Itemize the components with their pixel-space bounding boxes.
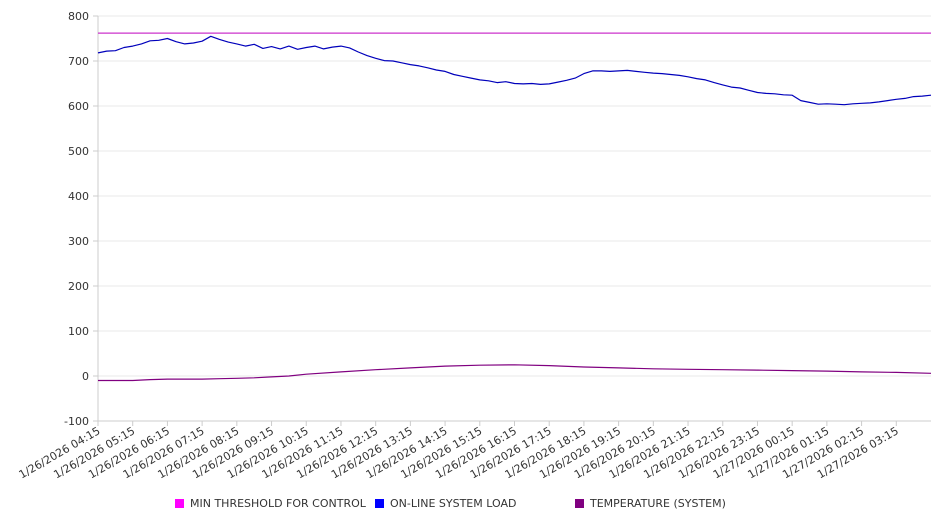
legend-item-temperature: TEMPERATURE (SYSTEM) (575, 497, 726, 510)
legend-label-min-threshold: MIN THRESHOLD FOR CONTROL (190, 497, 366, 510)
y-tick-label: 800 (68, 10, 89, 23)
y-tick-label: 100 (68, 325, 89, 338)
y-tick-label: -100 (64, 415, 89, 428)
y-tick-label: 600 (68, 100, 89, 113)
series-line-system-load (97, 35, 932, 106)
y-tick-label: 0 (82, 370, 89, 383)
legend-swatch-temperature (575, 499, 584, 508)
legend-item-min-threshold: MIN THRESHOLD FOR CONTROL (175, 497, 366, 510)
legend-swatch-min-threshold (175, 499, 184, 508)
legend-label-system-load: ON-LINE SYSTEM LOAD (390, 497, 517, 510)
y-tick-label: 500 (68, 145, 89, 158)
series-line-temperature (98, 364, 932, 382)
y-tick-label: 300 (68, 235, 89, 248)
legend-item-system-load: ON-LINE SYSTEM LOAD (375, 497, 516, 510)
legend-label-temperature: TEMPERATURE (SYSTEM) (590, 497, 726, 510)
chart-legend: MIN THRESHOLD FOR CONTROL ON-LINE SYSTEM… (0, 497, 946, 515)
y-tick-label: 200 (68, 280, 89, 293)
y-tick-label: 700 (68, 55, 89, 68)
legend-swatch-system-load (375, 499, 384, 508)
y-tick-label: 400 (68, 190, 89, 203)
